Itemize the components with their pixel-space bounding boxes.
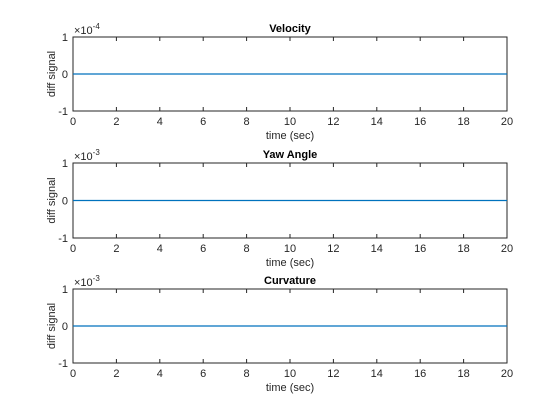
x-tick-label: 0	[70, 368, 76, 380]
x-tick-label: 20	[501, 368, 513, 380]
x-tick-label: 0	[70, 243, 76, 255]
y-axis-label: diff signal	[46, 177, 58, 223]
x-tick-label: 2	[113, 243, 119, 255]
x-tick-label: 10	[284, 243, 296, 255]
x-tick-label: 6	[200, 368, 206, 380]
x-axis-label: time (sec)	[266, 130, 314, 142]
x-tick-label: 10	[284, 368, 296, 380]
x-tick-label: 16	[414, 116, 426, 128]
subplot-title: Yaw Angle	[263, 149, 318, 161]
x-tick-label: 10	[284, 116, 296, 128]
x-tick-label: 12	[327, 368, 339, 380]
x-tick-label: 16	[414, 368, 426, 380]
x-tick-label: 6	[200, 243, 206, 255]
exponent-power: -3	[93, 274, 101, 283]
x-tick-label: 8	[244, 116, 250, 128]
x-tick-label: 8	[244, 243, 250, 255]
x-tick-label: 4	[157, 368, 163, 380]
x-tick-label: 6	[200, 116, 206, 128]
x-tick-label: 4	[157, 116, 163, 128]
y-tick-label: -1	[58, 358, 68, 370]
exponent-power: -4	[93, 22, 101, 31]
x-tick-label: 20	[501, 243, 513, 255]
y-axis-label: diff signal	[46, 303, 58, 349]
exponent-power: -3	[93, 148, 101, 157]
x-tick-label: 18	[457, 243, 469, 255]
y-tick-label: 0	[62, 321, 68, 333]
x-tick-label: 0	[70, 116, 76, 128]
x-tick-label: 18	[457, 116, 469, 128]
exponent-base: ×10	[74, 277, 93, 289]
x-tick-label: 2	[113, 368, 119, 380]
exponent-base: ×10	[74, 151, 93, 163]
x-axis-label: time (sec)	[266, 257, 314, 269]
x-tick-label: 12	[327, 243, 339, 255]
x-tick-label: 20	[501, 116, 513, 128]
y-tick-label: 0	[62, 69, 68, 81]
x-tick-label: 14	[371, 368, 383, 380]
x-tick-label: 16	[414, 243, 426, 255]
x-tick-label: 4	[157, 243, 163, 255]
y-exponent-label: ×10-4	[74, 22, 100, 37]
y-tick-label: 1	[62, 284, 68, 296]
x-tick-label: 8	[244, 368, 250, 380]
y-tick-label: 1	[62, 158, 68, 170]
y-axis-label: diff signal	[46, 51, 58, 97]
x-tick-label: 18	[457, 368, 469, 380]
y-tick-label: 0	[62, 196, 68, 208]
y-exponent-label: ×10-3	[74, 274, 100, 289]
subplot-2: 0 2 4 6 8 10 12 14 16 18 20-101×10-3 Yaw Angletime …	[46, 148, 513, 269]
x-tick-label: 2	[113, 116, 119, 128]
y-tick-label: 1	[62, 32, 68, 44]
y-tick-label: -1	[58, 233, 68, 245]
exponent-base: ×10	[74, 25, 93, 37]
x-axis-label: time (sec)	[266, 382, 314, 394]
subplot-title: Curvature	[264, 275, 316, 287]
x-tick-label: 12	[327, 116, 339, 128]
subplot-title: Velocity	[269, 23, 311, 35]
x-tick-label: 14	[371, 243, 383, 255]
x-tick-label: 14	[371, 116, 383, 128]
subplot-3: 0 2 4 6 8 10 12 14 16 18 20-101×10-3 Curvaturetime …	[46, 274, 513, 394]
y-tick-label: -1	[58, 106, 68, 118]
y-exponent-label: ×10-3	[74, 148, 100, 163]
